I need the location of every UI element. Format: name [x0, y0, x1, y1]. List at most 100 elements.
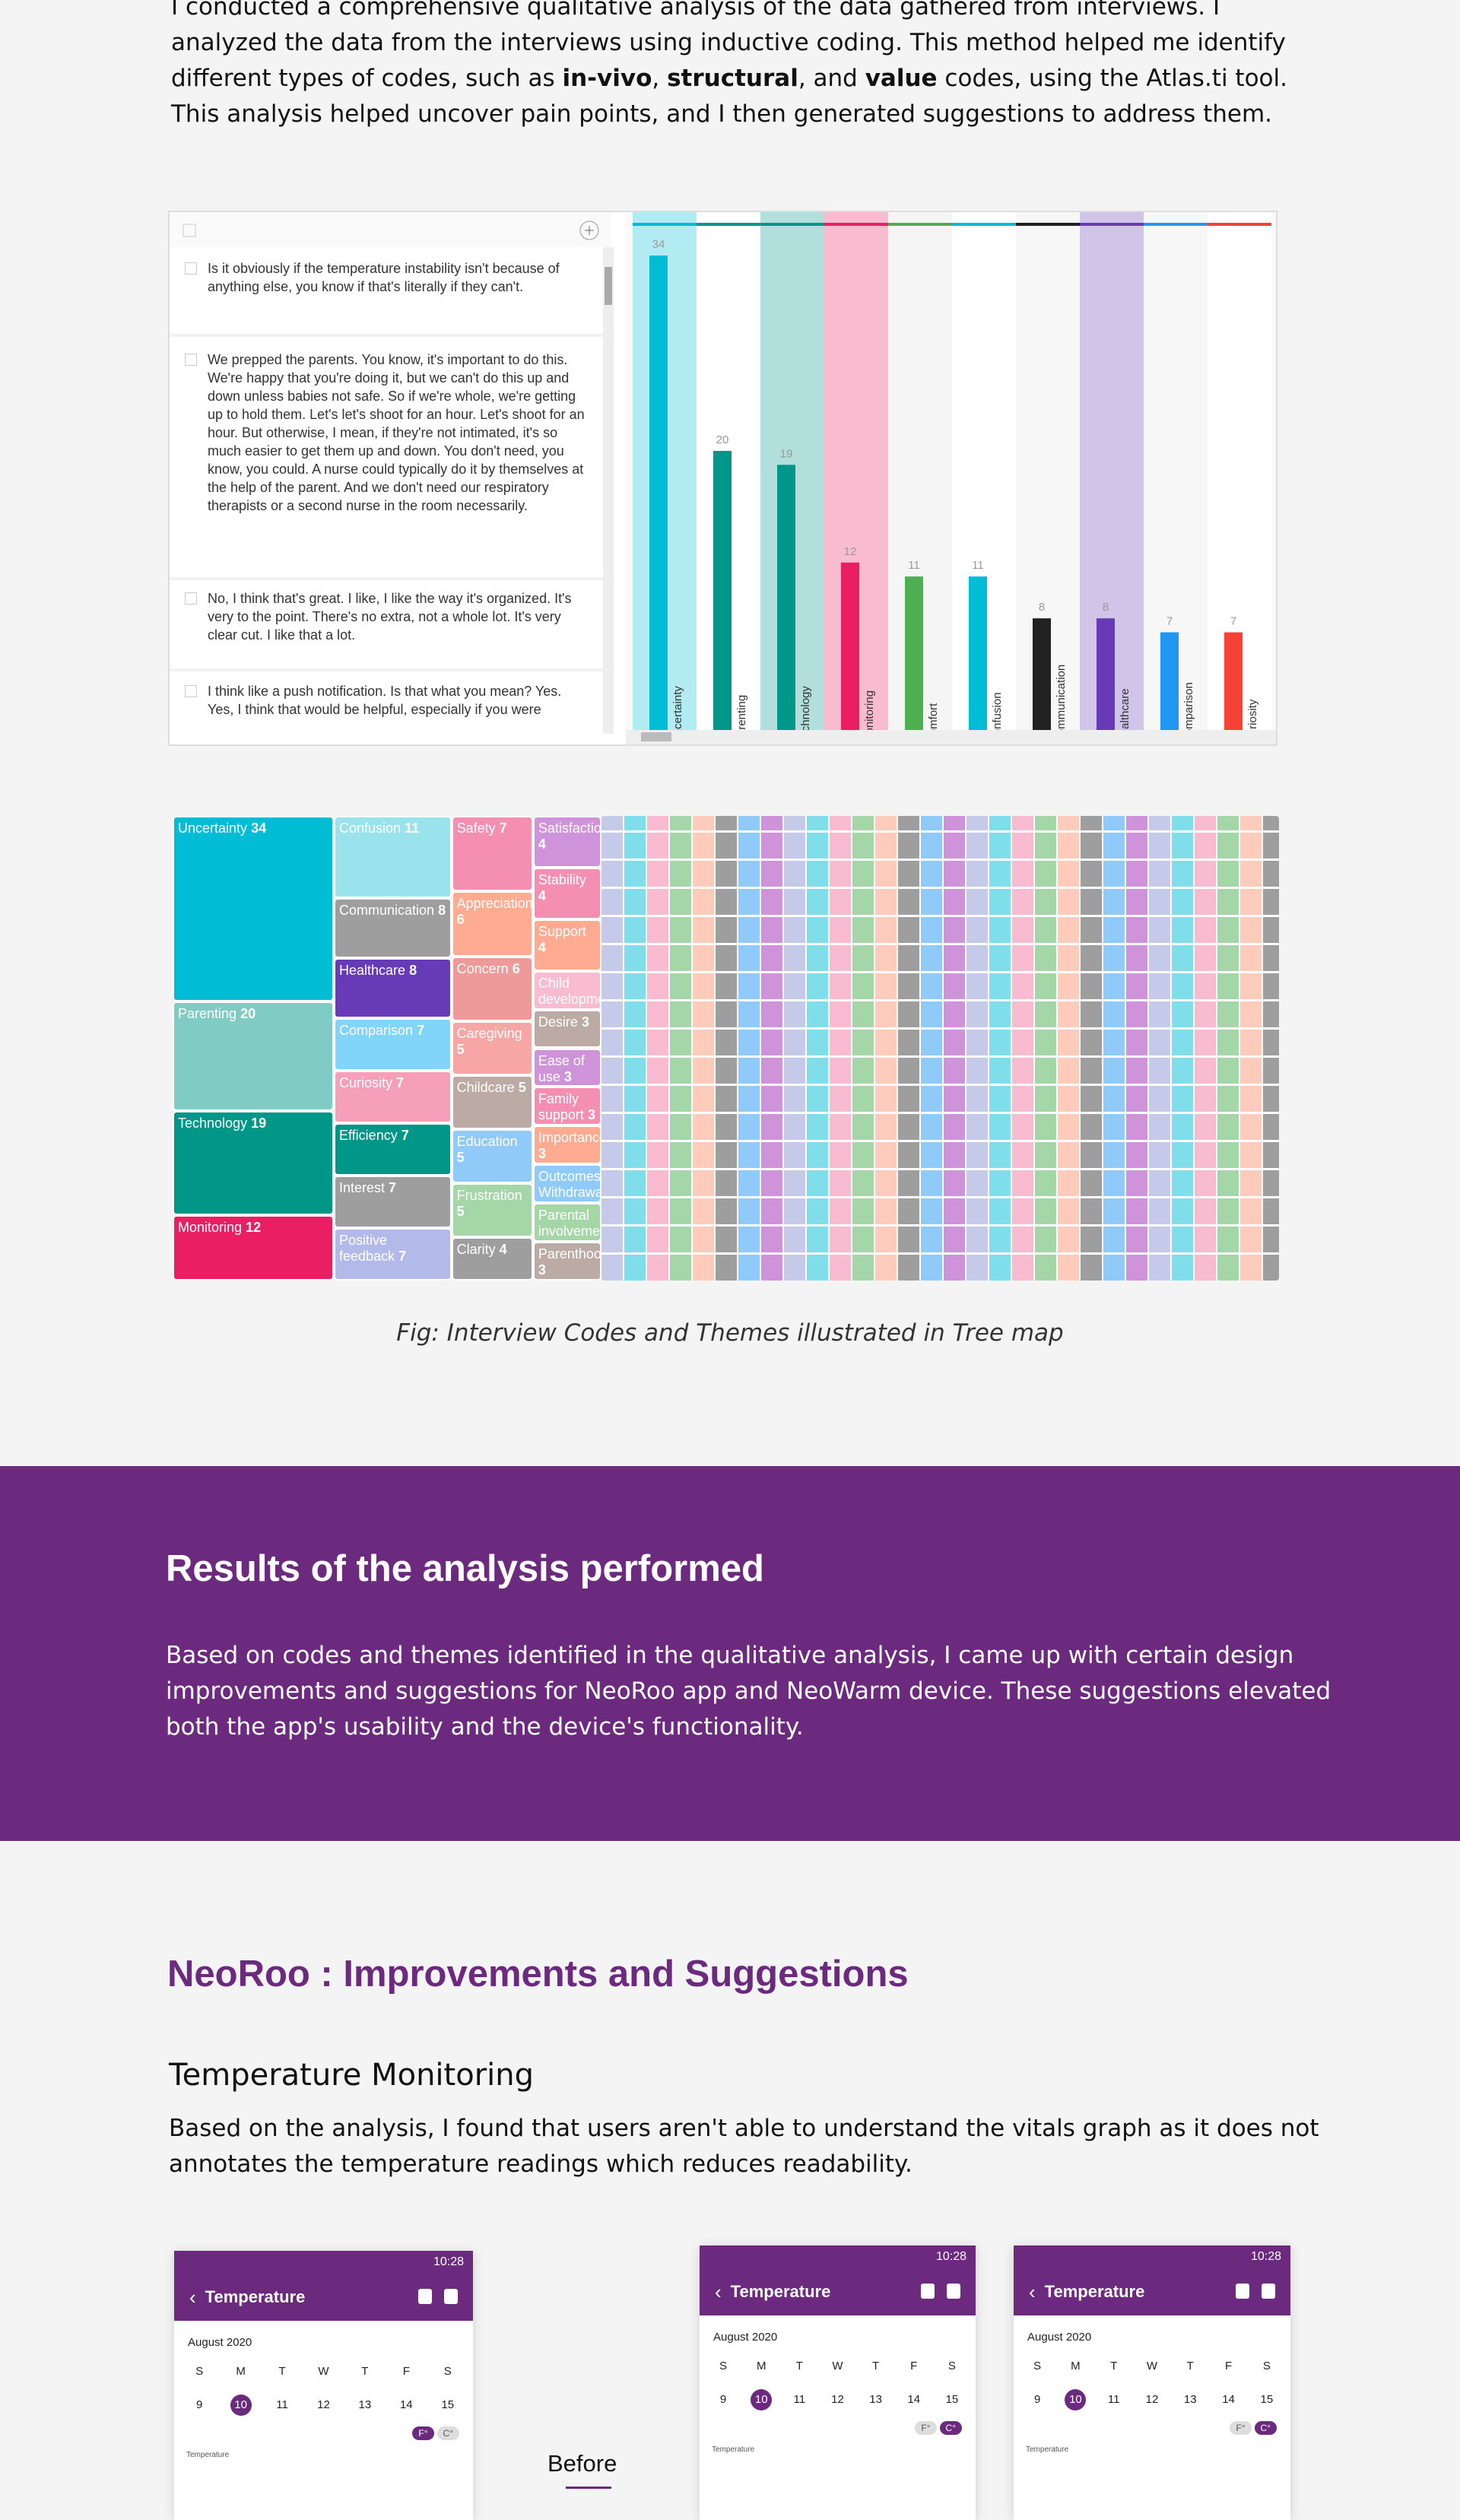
- section-title: NeoRoo : Improvements and Suggestions: [167, 1953, 909, 1995]
- unit[interactable]: F°: [412, 2426, 434, 2440]
- date[interactable]: 11: [793, 2393, 806, 2406]
- date[interactable]: 15: [441, 2398, 455, 2411]
- month: August 2020: [188, 2336, 252, 2349]
- weekday: T: [1110, 2360, 1118, 2372]
- cell-name: Uncertainty: [178, 820, 248, 836]
- h-scroll-thumb[interactable]: [641, 732, 671, 741]
- weekday: T: [278, 2365, 286, 2378]
- cell-name: Frustration: [456, 1188, 522, 1204]
- cell-name: Clarity: [456, 1242, 496, 1258]
- date[interactable]: 9: [719, 2393, 727, 2406]
- cell-value: 7: [417, 1023, 425, 1039]
- cell-value: 5: [456, 1041, 465, 1057]
- cell-name: Communication: [339, 903, 435, 919]
- date[interactable]: 12: [831, 2393, 844, 2406]
- weekday: S: [1262, 2360, 1271, 2372]
- date[interactable]: 13: [869, 2393, 882, 2406]
- text: ,: [652, 65, 668, 92]
- checkbox[interactable]: [185, 354, 197, 366]
- h-scrollbar[interactable]: [626, 730, 1276, 744]
- category-label: Confusion: [991, 692, 1004, 744]
- cell-value: 5: [456, 1150, 465, 1166]
- treemap-cell: Comparison 7: [334, 1018, 452, 1071]
- unit[interactable]: C°: [436, 2426, 459, 2440]
- status-time: 10:28: [1014, 2245, 1290, 2268]
- cell-name: Satisfaction: [538, 820, 601, 836]
- back-icon: ‹: [1029, 2280, 1036, 2303]
- alarm-icon[interactable]: [921, 2284, 935, 2299]
- treemap-cell: Healthcare 8: [334, 958, 452, 1019]
- date[interactable]: 11: [276, 2398, 288, 2411]
- value-label: 19: [780, 447, 793, 460]
- list-icon[interactable]: [947, 2284, 960, 2299]
- cell-name: Child development: [538, 975, 600, 1007]
- cell-name: Efficiency: [339, 1128, 398, 1144]
- cell-value: 7: [401, 1128, 409, 1144]
- cell-name: Education: [456, 1134, 518, 1150]
- date[interactable]: 10: [751, 2389, 773, 2411]
- list-bg: [170, 212, 611, 744]
- band-top: [888, 223, 952, 226]
- cell-name: Family support: [538, 1091, 584, 1123]
- date[interactable]: 10: [230, 2395, 252, 2416]
- scroll-thumb[interactable]: [605, 267, 612, 305]
- date[interactable]: 14: [1222, 2393, 1235, 2406]
- date[interactable]: 10: [1065, 2389, 1087, 2411]
- cell-name: Curiosity: [339, 1075, 393, 1091]
- list-icon[interactable]: [1262, 2284, 1275, 2299]
- month: August 2020: [1027, 2331, 1092, 2344]
- category-label: Parenting: [735, 695, 748, 744]
- treemap-small-codes: [601, 816, 1279, 1281]
- date[interactable]: 13: [1183, 2393, 1197, 2406]
- date[interactable]: 14: [399, 2398, 413, 2411]
- weekday: W: [1146, 2360, 1158, 2372]
- date[interactable]: 15: [1260, 2393, 1274, 2406]
- cell-value: 4: [499, 1242, 507, 1258]
- divider: [170, 668, 603, 671]
- bar: [713, 450, 732, 730]
- unit[interactable]: F°: [915, 2421, 937, 2435]
- checkbox[interactable]: [185, 685, 197, 697]
- category-label: Technology: [799, 686, 812, 744]
- value-label: 7: [1166, 615, 1173, 628]
- date[interactable]: 13: [358, 2398, 372, 2411]
- unit-toggle: F° C°: [1014, 2411, 1290, 2435]
- cell-name: Support: [538, 923, 586, 939]
- date[interactable]: 14: [907, 2393, 921, 2406]
- date[interactable]: 11: [1107, 2393, 1120, 2406]
- date[interactable]: 15: [945, 2393, 959, 2406]
- scrollbar[interactable]: [603, 247, 614, 734]
- date[interactable]: 9: [1033, 2393, 1041, 2406]
- bar: [969, 576, 987, 730]
- list-icon[interactable]: [444, 2289, 458, 2304]
- cell-value: 3: [538, 1146, 546, 1162]
- checkbox[interactable]: [185, 592, 197, 605]
- cell-value: 7: [398, 1249, 407, 1265]
- checkbox[interactable]: [182, 224, 196, 237]
- cell-value: 7: [499, 820, 507, 836]
- date[interactable]: 9: [196, 2398, 203, 2411]
- date[interactable]: 12: [317, 2398, 330, 2411]
- unit[interactable]: C°: [1254, 2421, 1277, 2435]
- cell-name: Desire: [538, 1014, 578, 1030]
- treemap-cell: Safety 7: [451, 816, 533, 892]
- alarm-icon[interactable]: [1236, 2284, 1249, 2299]
- unit[interactable]: F°: [1230, 2421, 1252, 2435]
- bold-text: in-vivo: [562, 65, 652, 92]
- add-button[interactable]: [579, 221, 599, 240]
- cell-name: Outcomes/ Withdrawal: [538, 1169, 601, 1201]
- weekday: M: [236, 2365, 246, 2378]
- unit[interactable]: C°: [939, 2421, 962, 2435]
- date[interactable]: 12: [1145, 2393, 1159, 2406]
- section-title: Results of the analysis performed: [166, 1548, 764, 1589]
- chart-label: Temperature: [186, 2451, 230, 2459]
- weekday: T: [361, 2365, 369, 2378]
- alarm-icon[interactable]: [418, 2289, 432, 2304]
- treemap-cell: Appreciation 6: [451, 891, 533, 957]
- quote-text: No, I think that's great. I like, I like…: [208, 591, 572, 643]
- category-label: Comfort: [927, 703, 940, 744]
- checkbox[interactable]: [185, 262, 197, 275]
- band-top: [1016, 223, 1080, 226]
